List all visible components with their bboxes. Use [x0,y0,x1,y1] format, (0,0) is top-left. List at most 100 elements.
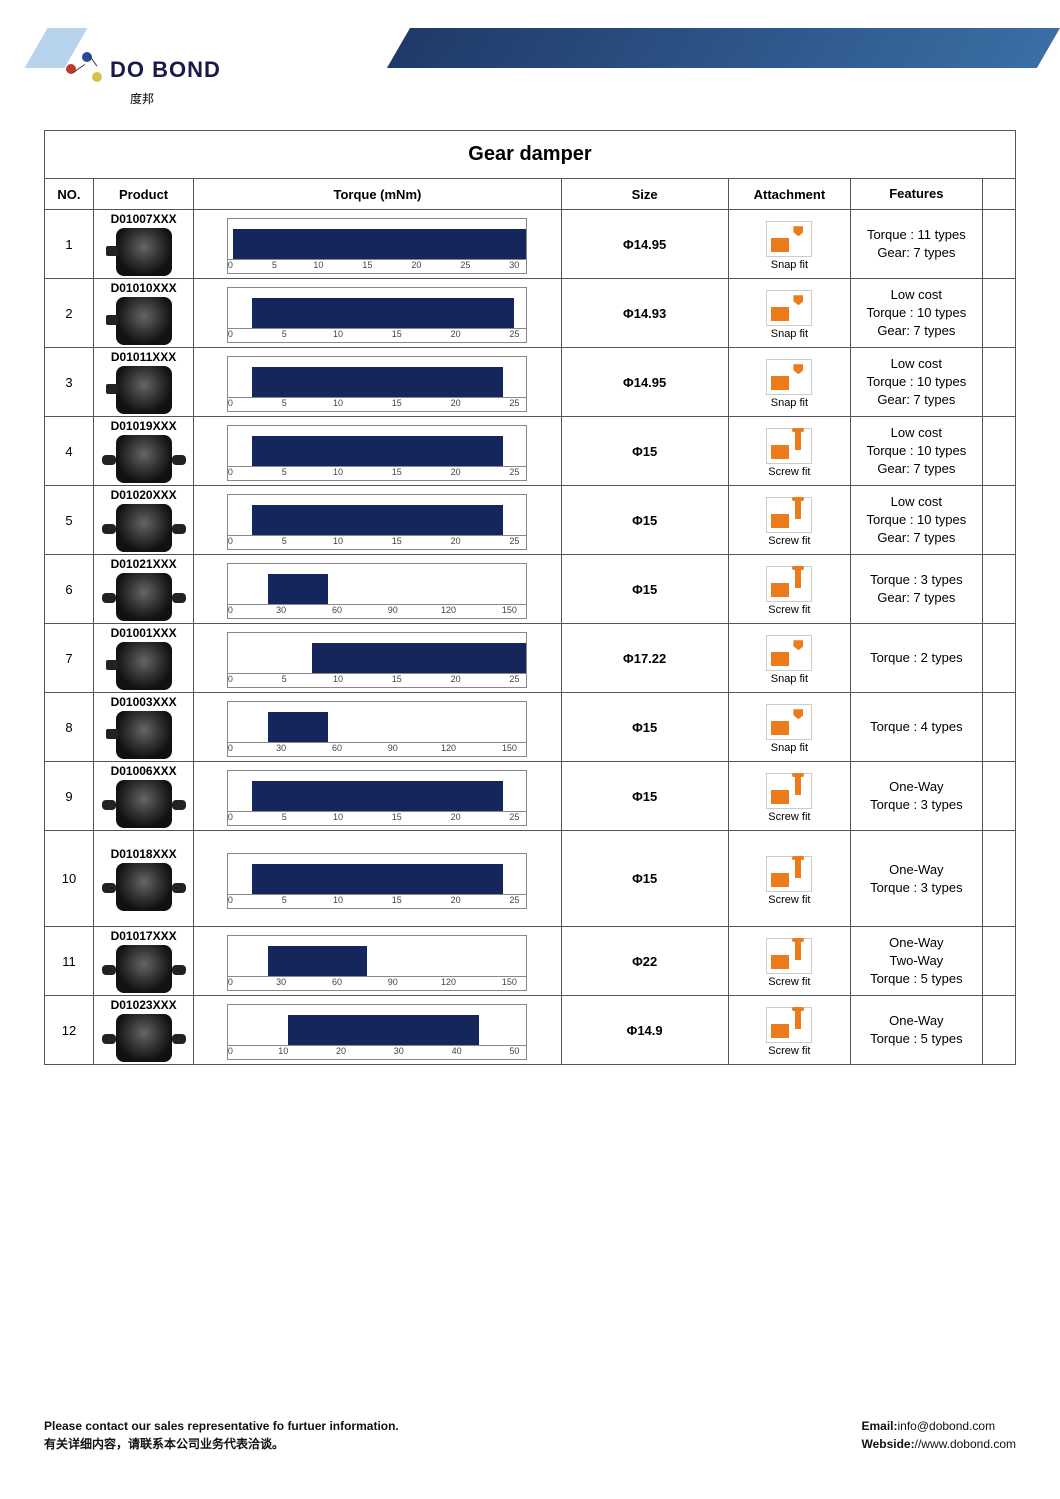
row-torque-chart: 0510152025 [194,417,561,486]
attachment-label: Screw fit [733,466,846,478]
torque-bar [252,367,502,397]
row-attachment: Screw fit [728,762,850,831]
product-image-icon [116,504,172,552]
col-attach: Attachment [728,179,850,210]
row-torque-chart: 01020304050 [194,996,561,1065]
row-spare [982,210,1015,279]
table-row: 8D01003XXX0306090120150Φ15Snap fitTorque… [45,693,1016,762]
row-size: Φ22 [561,927,728,996]
feature-line: Torque : 10 types [855,511,977,529]
product-code: D01023XXX [98,998,189,1012]
attachment-label: Snap fit [733,328,846,340]
feature-line: One-Way [855,778,977,796]
row-spare [982,555,1015,624]
torque-axis: 0510152025 [228,397,526,411]
row-torque-chart: 0510152025 [194,762,561,831]
torque-bar-chart: 0306090120150 [227,935,527,991]
row-features: Torque : 3 typesGear: 7 types [851,555,982,624]
row-product: D01010XXX [93,279,193,348]
row-attachment: Screw fit [728,486,850,555]
product-image-icon [116,711,172,759]
product-code: D01017XXX [98,929,189,943]
torque-bar-chart: 0510152025 [227,494,527,550]
row-spare [982,348,1015,417]
torque-bar-chart: 0510152025 [227,632,527,688]
row-spare [982,624,1015,693]
row-torque-chart: 0510152025 [194,348,561,417]
row-product: D01011XXX [93,348,193,417]
table-row: 2D01010XXX0510152025Φ14.93Snap fitLow co… [45,279,1016,348]
attachment-label: Screw fit [733,604,846,616]
row-features: Low costTorque : 10 typesGear: 7 types [851,486,982,555]
row-size: Φ15 [561,831,728,927]
row-torque-chart: 0510152025 [194,486,561,555]
row-torque-chart: 0306090120150 [194,927,561,996]
feature-line: Torque : 5 types [855,970,977,988]
torque-bar [252,864,502,894]
torque-bar [288,1015,479,1045]
snap-fit-icon [766,221,812,257]
row-attachment: Screw fit [728,831,850,927]
table-row: 12D01023XXX01020304050Φ14.9Screw fitOne-… [45,996,1016,1065]
row-product: D01003XXX [93,693,193,762]
row-torque-chart: 0306090120150 [194,555,561,624]
torque-bar [268,574,328,604]
row-torque-chart: 0510152025 [194,279,561,348]
row-attachment: Snap fit [728,624,850,693]
row-no: 1 [45,210,94,279]
gear-damper-table: Gear damper NO. Product Torque (mNm) Siz… [44,130,1016,1065]
row-attachment: Screw fit [728,417,850,486]
torque-bar [252,781,502,811]
row-torque-chart: 051015202530 [194,210,561,279]
product-image-icon [116,573,172,621]
row-spare [982,693,1015,762]
row-product: D01018XXX [93,831,193,927]
table-row: 4D01019XXX0510152025Φ15Screw fitLow cost… [45,417,1016,486]
footer-email-label: Email: [861,1419,897,1433]
row-no: 11 [45,927,94,996]
torque-bar [268,712,328,742]
torque-bar [252,436,502,466]
row-spare [982,762,1015,831]
feature-line: Gear: 7 types [855,460,977,478]
feature-line: Torque : 10 types [855,373,977,391]
row-size: Φ15 [561,762,728,831]
row-product: D01001XXX [93,624,193,693]
screw-fit-icon [766,938,812,974]
feature-line: Torque : 2 types [855,649,977,667]
feature-line: One-Way [855,1012,977,1030]
torque-bar-chart: 0510152025 [227,770,527,826]
product-code: D01006XXX [98,764,189,778]
row-size: Φ14.93 [561,279,728,348]
torque-axis: 051015202530 [228,259,526,273]
torque-axis: 0306090120150 [228,742,526,756]
col-torque: Torque (mNm) [194,179,561,210]
feature-line: Torque : 3 types [855,571,977,589]
table-title: Gear damper [45,131,1016,179]
table-row: 10D01018XXX0510152025Φ15Screw fitOne-Way… [45,831,1016,927]
screw-fit-icon [766,773,812,809]
feature-line: Torque : 10 types [855,304,977,322]
footer-email: info@dobond.com [898,1419,996,1433]
feature-line: Torque : 11 types [855,226,977,244]
row-product: D01017XXX [93,927,193,996]
table-row: 9D01006XXX0510152025Φ15Screw fitOne-WayT… [45,762,1016,831]
molecule-icon [64,50,104,90]
feature-line: Gear: 7 types [855,589,977,607]
attachment-label: Snap fit [733,259,846,271]
feature-line: Torque : 5 types [855,1030,977,1048]
row-features: Low costTorque : 10 typesGear: 7 types [851,279,982,348]
row-features: Low costTorque : 10 typesGear: 7 types [851,348,982,417]
row-size: Φ17.22 [561,624,728,693]
attachment-label: Snap fit [733,397,846,409]
col-features: Features [851,179,982,210]
row-attachment: Screw fit [728,927,850,996]
torque-axis: 0510152025 [228,673,526,687]
row-no: 4 [45,417,94,486]
screw-fit-icon [766,856,812,892]
brand-name: DO BOND [110,57,221,83]
table-row: 3D01011XXX0510152025Φ14.95Snap fitLow co… [45,348,1016,417]
feature-line: Gear: 7 types [855,244,977,262]
brand-sub: 度邦 [130,90,154,107]
screw-fit-icon [766,1007,812,1043]
